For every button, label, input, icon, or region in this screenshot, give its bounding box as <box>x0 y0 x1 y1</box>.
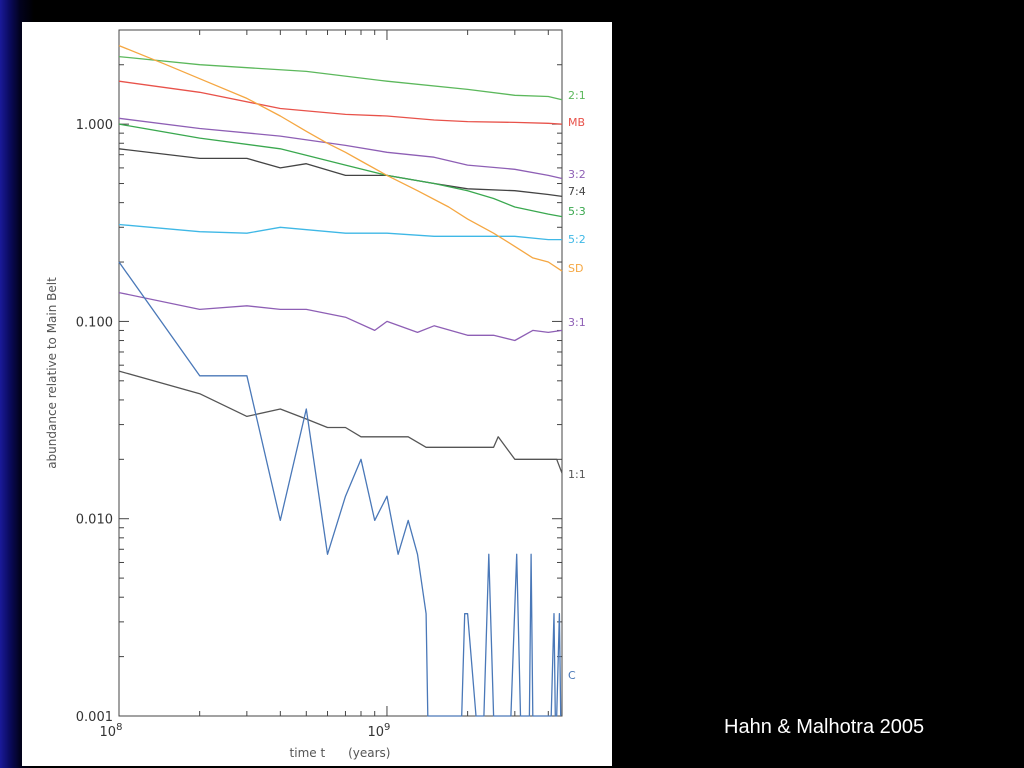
series-line-1-1 <box>118 370 563 474</box>
series-label: 5:2 <box>568 233 586 246</box>
series-layer <box>118 44 563 717</box>
series-line-mb <box>118 80 563 125</box>
citation: Hahn & Malhotra 2005 <box>724 716 925 738</box>
series-label: 2:1 <box>568 89 586 102</box>
series-line-2-1 <box>118 55 563 101</box>
series-label: C <box>568 669 576 682</box>
y-axis-label: abundance relative to Main Belt <box>45 277 59 469</box>
series-label: 7:4 <box>568 185 586 198</box>
series-label: SD <box>568 262 583 275</box>
plot-frame <box>118 29 563 717</box>
axes: 0.001 0.010 0.100 1.000 108 109 <box>76 29 563 740</box>
x-tick-label: 108 <box>100 722 123 740</box>
series-labels: 2:1 MB 3:2 7:4 5:3 5:2 SD 3:1 1:1 C <box>568 89 586 682</box>
series-line-7-4 <box>118 148 563 198</box>
series-line-5-2 <box>118 223 562 241</box>
series-line-c <box>118 261 562 717</box>
series-line-3-2 <box>118 117 563 180</box>
series-label: 1:1 <box>568 468 586 481</box>
series-label: 3:2 <box>568 168 586 181</box>
series-label: MB <box>568 116 585 129</box>
y-tick-label: 0.100 <box>76 315 113 330</box>
x-axis-label: time t (years) <box>290 746 391 760</box>
y-tick-label: 0.001 <box>76 710 113 725</box>
series-line-3-1 <box>118 291 563 342</box>
series-line-sd <box>118 44 563 272</box>
series-label: 5:3 <box>568 205 586 218</box>
y-tick-label: 0.010 <box>76 513 113 528</box>
series-label: 3:1 <box>568 316 586 329</box>
series-line-5-3 <box>118 123 563 218</box>
x-tick-label: 109 <box>368 722 391 740</box>
y-tick-label: 1.000 <box>76 118 113 133</box>
